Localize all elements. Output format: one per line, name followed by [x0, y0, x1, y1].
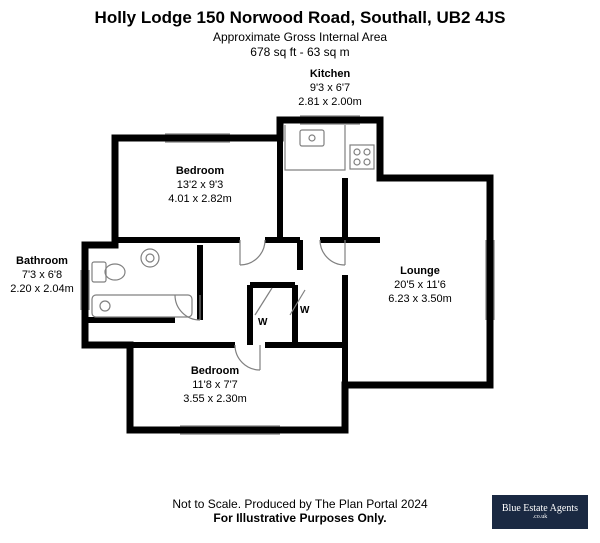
- lounge-imperial: 20'5 x 11'6: [394, 279, 446, 291]
- bedroom1-label: Bedroom 13'2 x 9'3 4.01 x 2.82m: [135, 165, 265, 206]
- area-subtitle: Approximate Gross Internal Area: [0, 30, 600, 44]
- bathroom-metric: 2.20 x 2.04m: [10, 283, 74, 295]
- bedroom2-imperial: 11'8 x 7'7: [192, 379, 238, 391]
- bathroom-name: Bathroom: [16, 255, 68, 267]
- bedroom2-label: Bedroom 11'8 x 7'7 3.55 x 2.30m: [150, 365, 280, 406]
- lounge-metric: 6.23 x 3.50m: [388, 293, 452, 305]
- bedroom2-name: Bedroom: [191, 365, 239, 377]
- kitchen-metric: 2.81 x 2.00m: [298, 96, 362, 108]
- floorplan-svg: [0, 70, 600, 470]
- kitchen-label: Kitchen 9'3 x 6'7 2.81 x 2.00m: [280, 68, 380, 109]
- lounge-name: Lounge: [400, 265, 440, 277]
- header: Holly Lodge 150 Norwood Road, Southall, …: [0, 0, 600, 59]
- bathroom-label: Bathroom 7'3 x 6'8 2.20 x 2.04m: [2, 255, 82, 296]
- kitchen-imperial: 9'3 x 6'7: [310, 82, 350, 94]
- kitchen-name: Kitchen: [310, 68, 350, 80]
- badge-line1: Blue Estate Agents: [502, 503, 578, 514]
- agent-badge: Blue Estate Agents .co.uk: [492, 495, 588, 529]
- closet-w2: W: [300, 305, 309, 316]
- lounge-label: Lounge 20'5 x 11'6 6.23 x 3.50m: [360, 265, 480, 306]
- bedroom1-name: Bedroom: [176, 165, 224, 177]
- badge-line2: .co.uk: [502, 514, 578, 521]
- bedroom1-metric: 4.01 x 2.82m: [168, 193, 232, 205]
- bedroom1-imperial: 13'2 x 9'3: [177, 179, 223, 191]
- bedroom2-metric: 3.55 x 2.30m: [183, 393, 247, 405]
- bathroom-imperial: 7'3 x 6'8: [22, 269, 62, 281]
- floor-plan: Kitchen 9'3 x 6'7 2.81 x 2.00m Bathroom …: [0, 70, 600, 470]
- area-value: 678 sq ft - 63 sq m: [0, 45, 600, 59]
- closet-w1: W: [258, 317, 267, 328]
- property-title: Holly Lodge 150 Norwood Road, Southall, …: [0, 8, 600, 28]
